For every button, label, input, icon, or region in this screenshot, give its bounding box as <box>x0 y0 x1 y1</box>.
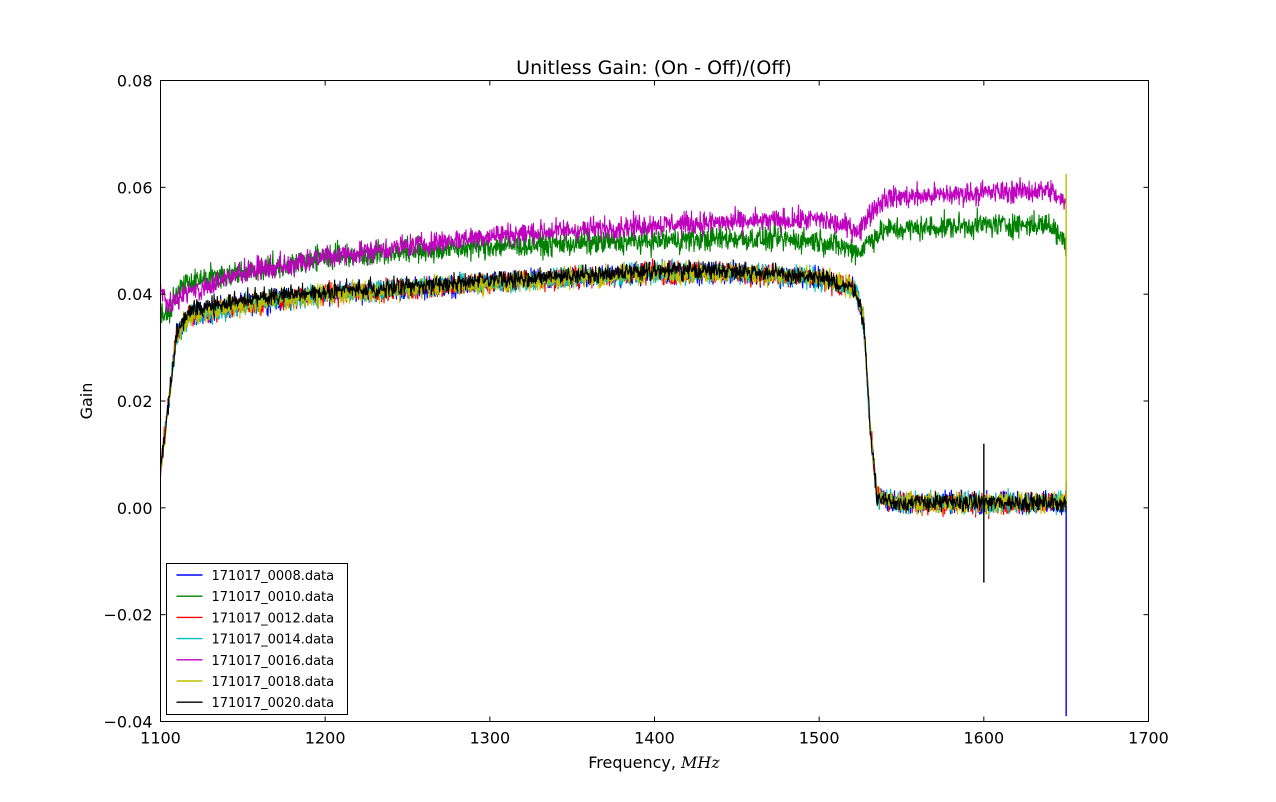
legend-label: 171017_0018.data <box>212 675 335 690</box>
x-tick-label: 1700 <box>1128 729 1169 748</box>
y-tick-label: 0.02 <box>117 392 153 411</box>
x-axis-label: Frequency, MHz <box>588 753 720 772</box>
x-tick-label: 1500 <box>799 729 840 748</box>
x-axis-label-prefix: Frequency, <box>588 753 681 772</box>
legend-label: 171017_0016.data <box>212 654 335 669</box>
series-layer <box>159 173 1067 717</box>
x-tick-label: 1200 <box>305 729 346 748</box>
series-line <box>159 176 1067 313</box>
x-tick-label: 1400 <box>634 729 675 748</box>
y-tick-label: 0.08 <box>117 72 153 91</box>
legend-label: 171017_0010.data <box>212 590 335 605</box>
y-tick-label: −0.04 <box>103 713 152 732</box>
y-tick-label: 0.06 <box>117 178 153 197</box>
x-axis-label-unit: MHz <box>680 753 720 772</box>
x-tick-label: 1600 <box>963 729 1004 748</box>
y-tick-label: 0.00 <box>117 499 153 518</box>
x-tick-label: 1100 <box>140 729 181 748</box>
y-axis-label: Gain <box>77 383 96 420</box>
legend: 171017_0008.data 171017_0010.data 171017_0… <box>166 563 348 715</box>
ticks-layer: 1100 1200 1300 1400 1500 1600 1700 −0.04 −0.02 0.… <box>103 72 1168 748</box>
y-tick-label: 0.04 <box>117 285 153 304</box>
series-line <box>159 259 1067 515</box>
chart-title: Unitless Gain: (On - Off)/(Off) <box>516 57 792 79</box>
legend-label: 171017_0020.data <box>212 696 335 711</box>
x-tick-label: 1300 <box>469 729 510 748</box>
legend-label: 171017_0014.data <box>212 633 335 648</box>
y-tick-label: −0.02 <box>103 606 152 625</box>
legend-label: 171017_0008.data <box>212 569 335 584</box>
legend-label: 171017_0012.data <box>212 611 335 626</box>
series-line <box>159 259 1067 516</box>
